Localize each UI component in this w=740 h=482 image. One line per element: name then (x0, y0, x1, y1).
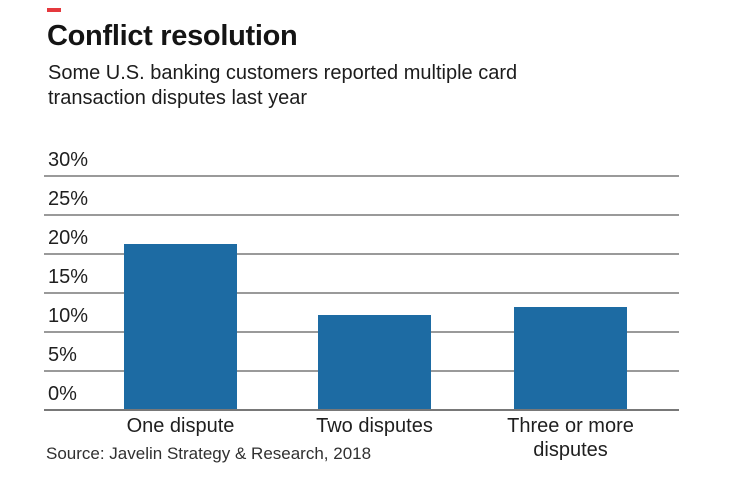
y-tick-label: 5% (48, 344, 77, 366)
x-category-label: Three or more disputes (507, 415, 634, 461)
y-tick-label: 25% (48, 188, 89, 210)
source-note: Source: Javelin Strategy & Research, 201… (46, 444, 372, 463)
chart-title: Conflict resolution (47, 20, 298, 52)
y-gridline (44, 175, 679, 177)
red-accent-dash (47, 8, 61, 12)
chart-subtitle: Some U.S. banking customers reported mul… (48, 61, 517, 111)
y-tick-label: 20% (48, 227, 89, 249)
subtitle-line: Some U.S. banking customers reported mul… (48, 62, 518, 84)
y-tick-label: 15% (48, 266, 89, 288)
bar-one-dispute (124, 244, 237, 409)
y-tick-label: 30% (48, 149, 89, 171)
subtitle-line: transaction disputes last year (48, 87, 308, 109)
x-category-label: One dispute (126, 415, 235, 437)
x-axis-line (44, 409, 679, 411)
x-category-label: Two disputes (316, 415, 433, 437)
y-tick-label: 0% (48, 383, 77, 405)
bar-three-or-more-disputes (514, 307, 627, 409)
bar-two-disputes (318, 315, 431, 409)
y-gridline (44, 214, 679, 216)
y-gridline (44, 292, 679, 294)
y-tick-label: 10% (48, 305, 89, 327)
y-gridline (44, 253, 679, 255)
